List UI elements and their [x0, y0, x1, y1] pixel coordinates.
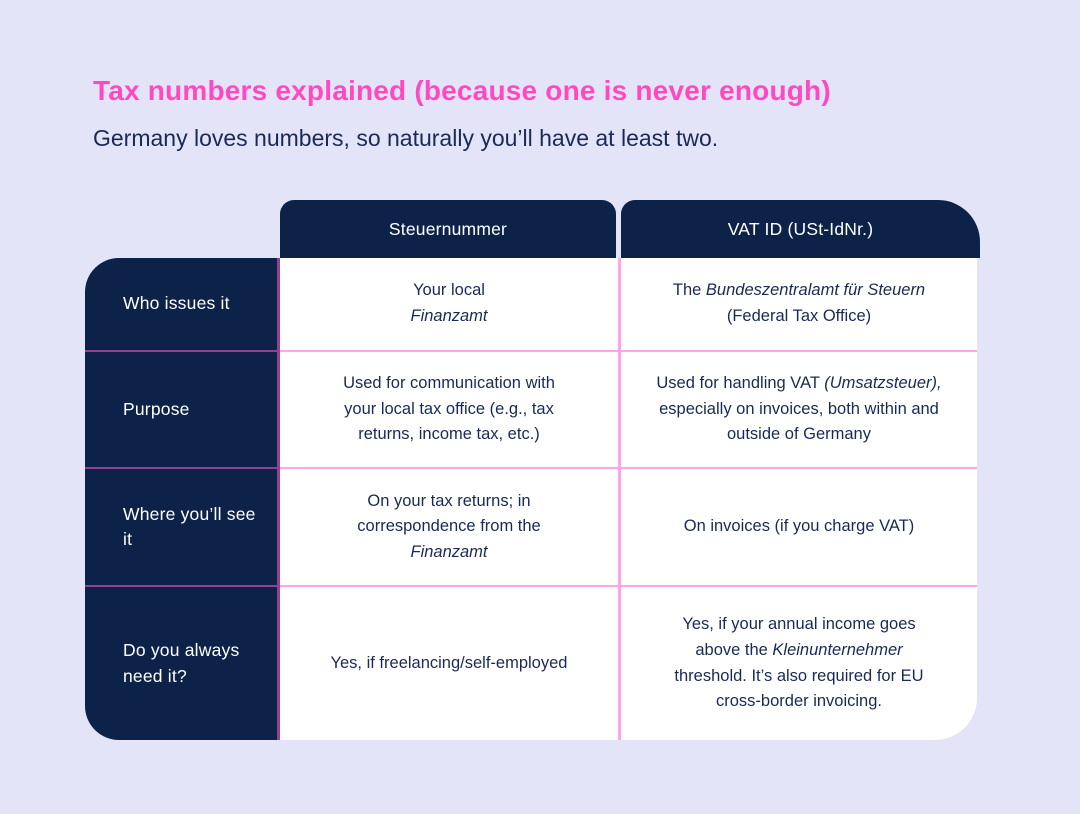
table-cell: Used for communication with your local ta… — [280, 352, 621, 469]
table-cell: The Bundeszentralamt für Steuern (Federal… — [621, 258, 977, 352]
page-subtitle: Germany loves numbers, so naturally you’… — [93, 125, 719, 151]
table-cell: Your local Finanzamt — [280, 258, 621, 352]
table-header-row: Steuernummer VAT ID (USt-IdNr.) — [85, 200, 980, 258]
table-cell: Yes, if your annual income goes above the… — [621, 587, 977, 740]
table-cell: On invoices (if you charge VAT) — [621, 469, 977, 587]
table-cell: On your tax returns; in correspondence fr… — [280, 469, 621, 587]
table-body: Who issues it Your local Finanzamt The Bund… — [85, 258, 980, 740]
row-header: Where you’ll see it — [85, 469, 280, 587]
table-row: Purpose Used for communication with your l… — [85, 352, 980, 469]
comparison-table: Steuernummer VAT ID (USt-IdNr.) Who issue… — [85, 200, 980, 740]
table-row: Where you’ll see it On your tax returns; … — [85, 469, 980, 587]
table-row: Do you always need it? Yes, if freelancin… — [85, 587, 980, 740]
row-header: Who issues it — [85, 258, 280, 352]
row-header: Do you always need it? — [85, 587, 280, 740]
page-title: Tax numbers explained (because one is ne… — [93, 75, 831, 106]
table-cell: Used for handling VAT (Umsatzsteuer), esp… — [621, 352, 977, 469]
column-header-1: Steuernummer — [280, 200, 616, 258]
table-row: Who issues it Your local Finanzamt The Bund… — [85, 258, 980, 352]
row-header: Purpose — [85, 352, 280, 469]
column-header-2: VAT ID (USt-IdNr.) — [621, 200, 980, 258]
table-cell: Yes, if freelancing/self-employed — [280, 587, 621, 740]
